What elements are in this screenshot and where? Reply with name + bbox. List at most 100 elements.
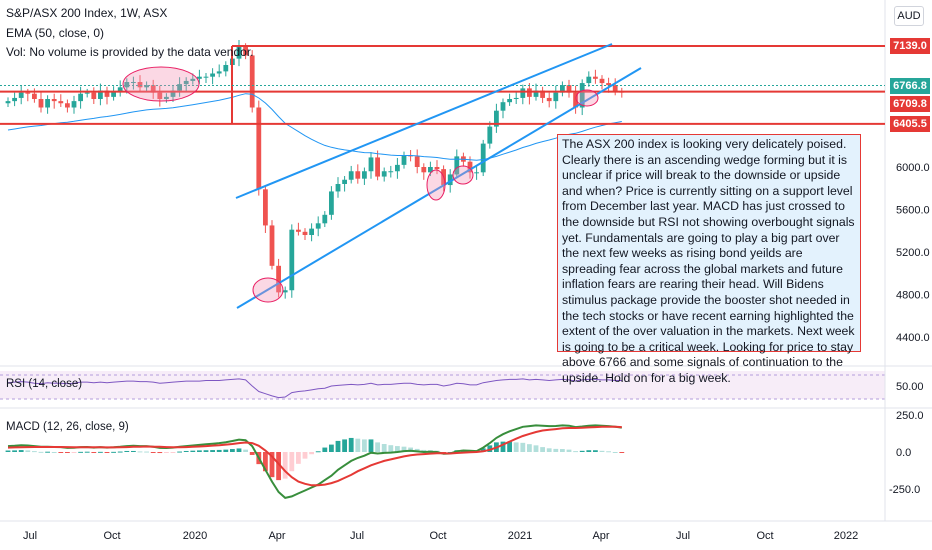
macd-histogram-bar xyxy=(487,445,493,452)
macd-legend[interactable]: MACD (12, 26, close, 9) xyxy=(6,421,129,433)
time-tick-label: Oct xyxy=(103,530,120,542)
candle-body xyxy=(329,191,334,215)
candle-body xyxy=(355,171,361,179)
rsi-legend[interactable]: RSI (14, close) xyxy=(6,378,83,390)
highlight-ellipse xyxy=(122,66,200,102)
candle-body xyxy=(51,99,57,102)
highlight-ellipse xyxy=(426,169,446,201)
candle-body xyxy=(25,92,31,94)
candle-body xyxy=(612,85,618,92)
candle-body xyxy=(12,97,17,102)
macd-histogram-bar xyxy=(216,449,222,452)
candle-body xyxy=(599,78,605,84)
macd-histogram-bar xyxy=(395,446,400,452)
macd-histogram-bar xyxy=(78,451,83,453)
macd-histogram-bar xyxy=(540,447,545,452)
candle-body xyxy=(315,223,321,229)
candle-body xyxy=(593,76,598,79)
macd-histogram-bar xyxy=(593,450,598,452)
price-tag: 7139.0 xyxy=(890,37,930,54)
candle-body xyxy=(84,92,90,94)
candle-body xyxy=(500,102,506,111)
candle-body xyxy=(381,171,387,177)
macd-histogram-bar xyxy=(203,450,209,452)
macd-histogram-bar xyxy=(144,451,149,453)
candle-body xyxy=(586,76,592,84)
candle-body xyxy=(507,99,512,103)
macd-histogram-bar xyxy=(197,450,202,452)
candle-body xyxy=(289,229,295,291)
candle-body xyxy=(111,91,116,97)
macd-histogram-bar xyxy=(269,452,275,478)
macd-histogram-bar xyxy=(315,451,321,453)
candle-body xyxy=(335,184,341,192)
macd-histogram-bar xyxy=(546,448,552,452)
candle-body xyxy=(375,157,380,177)
candle-body xyxy=(78,93,83,102)
time-tick-label: Oct xyxy=(429,530,446,542)
macd-histogram-bar xyxy=(230,449,235,452)
candle-body xyxy=(210,73,215,77)
time-tick-label: Jul xyxy=(676,530,690,542)
candle-body xyxy=(144,85,149,88)
macd-histogram-bar xyxy=(45,451,50,453)
macd-histogram-bar xyxy=(223,449,229,452)
macd-histogram-bar xyxy=(480,448,486,452)
chart-title: S&P/ASX 200 Index, 1W, ASX xyxy=(6,6,168,20)
candle-body xyxy=(117,87,123,92)
candle-body xyxy=(71,101,77,108)
candle-body xyxy=(249,55,255,108)
macd-histogram-bar xyxy=(150,452,156,453)
macd-line xyxy=(7,424,622,499)
macd-histogram-bar xyxy=(368,439,374,452)
macd-histogram-bar xyxy=(606,451,611,453)
candle-body xyxy=(197,76,202,79)
macd-histogram-bar xyxy=(500,441,506,452)
candle-body xyxy=(579,83,585,108)
macd-histogram-bar xyxy=(276,452,281,481)
macd-tick-label: 250.0 xyxy=(896,410,924,422)
candle-body xyxy=(533,90,539,97)
price-tick-label: 5200.0 xyxy=(896,247,930,259)
macd-histogram-bar xyxy=(573,451,578,453)
time-tick-label: 2022 xyxy=(834,530,858,542)
price-tick-label: 6000.0 xyxy=(896,162,930,174)
macd-histogram-bar xyxy=(104,452,110,453)
macd-histogram-bar xyxy=(322,447,328,452)
candle-body xyxy=(520,88,526,98)
candle-body xyxy=(236,46,242,59)
time-tick-label: 2020 xyxy=(183,530,207,542)
macd-histogram-bar xyxy=(619,452,625,453)
ema-legend[interactable]: EMA (50, close, 0) xyxy=(6,26,105,40)
macd-histogram-bar xyxy=(289,452,295,472)
macd-histogram-bar xyxy=(421,449,427,452)
time-tick-label: Jul xyxy=(350,530,364,542)
candle-body xyxy=(540,90,545,98)
candle-body xyxy=(348,171,354,180)
macd-histogram-bar xyxy=(388,445,394,452)
macd-histogram-bar xyxy=(507,441,512,452)
volume-legend[interactable]: Vol: No volume is provided by the data v… xyxy=(6,45,254,59)
currency-badge[interactable]: AUD xyxy=(894,6,924,26)
macd-histogram-bar xyxy=(157,452,163,454)
rsi-tick-label: 50.00 xyxy=(896,381,924,393)
macd-histogram-bar xyxy=(560,449,565,452)
candle-body xyxy=(65,103,70,108)
time-tick-label: 2021 xyxy=(508,530,532,542)
candle-body xyxy=(388,171,394,173)
price-tag: 6766.8 xyxy=(890,77,930,94)
candles xyxy=(5,40,625,299)
candle-body xyxy=(223,65,229,72)
price-tag: 6709.8 xyxy=(890,95,930,112)
candle-body xyxy=(401,155,407,165)
candle-body xyxy=(395,164,400,172)
macd-histogram-bar xyxy=(12,450,17,452)
macd-histogram-bar xyxy=(131,450,136,452)
candle-body xyxy=(177,84,182,91)
candle-body xyxy=(170,90,176,97)
candle-body xyxy=(494,110,499,127)
candle-body xyxy=(434,167,440,170)
candle-body xyxy=(302,231,308,235)
candle-body xyxy=(150,85,156,93)
